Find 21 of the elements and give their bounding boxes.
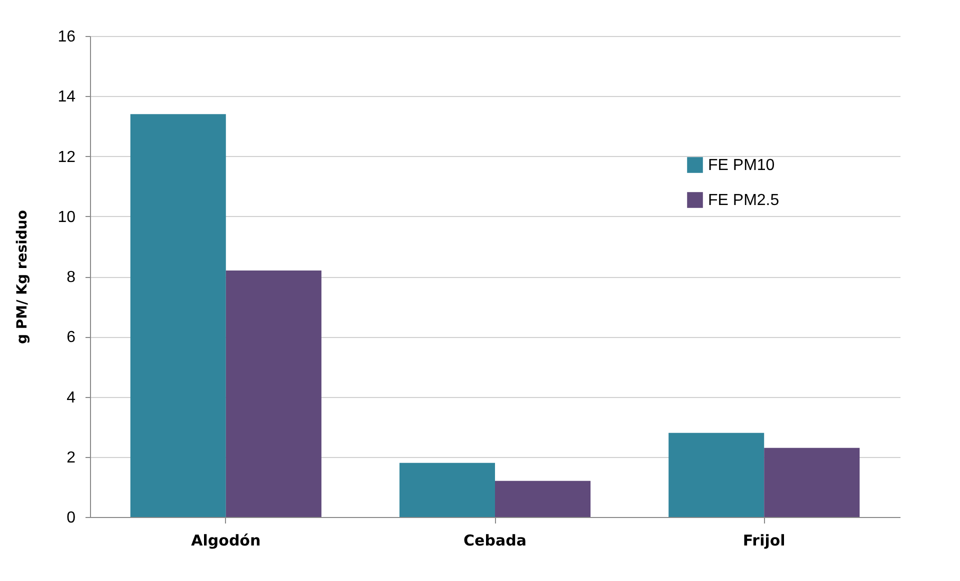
x-tick-label: Frijol [742, 532, 786, 550]
y-tick-label: 6 [66, 329, 76, 346]
y-tick-label: 12 [58, 148, 76, 166]
y-tick-label: 14 [58, 88, 76, 106]
x-tick-label: Algodón [191, 532, 261, 550]
legend-label: FE PM10 [708, 157, 775, 174]
y-tick-label: 2 [66, 449, 76, 466]
y-tick-label: 10 [58, 208, 76, 226]
y-tick-label: 8 [66, 269, 76, 286]
bar [668, 432, 764, 517]
x-tick-label: Cebada [464, 532, 526, 550]
bar [764, 448, 860, 517]
bar [399, 462, 495, 517]
bar [130, 114, 226, 517]
y-tick-label: 16 [58, 28, 76, 46]
bar [226, 270, 322, 517]
y-tick-label: 4 [66, 389, 76, 406]
bar [495, 480, 591, 517]
y-tick-label: 0 [66, 510, 76, 526]
legend-label: FE PM2.5 [708, 192, 780, 209]
y-axis-title: g PM/ Kg residuo [14, 210, 31, 344]
